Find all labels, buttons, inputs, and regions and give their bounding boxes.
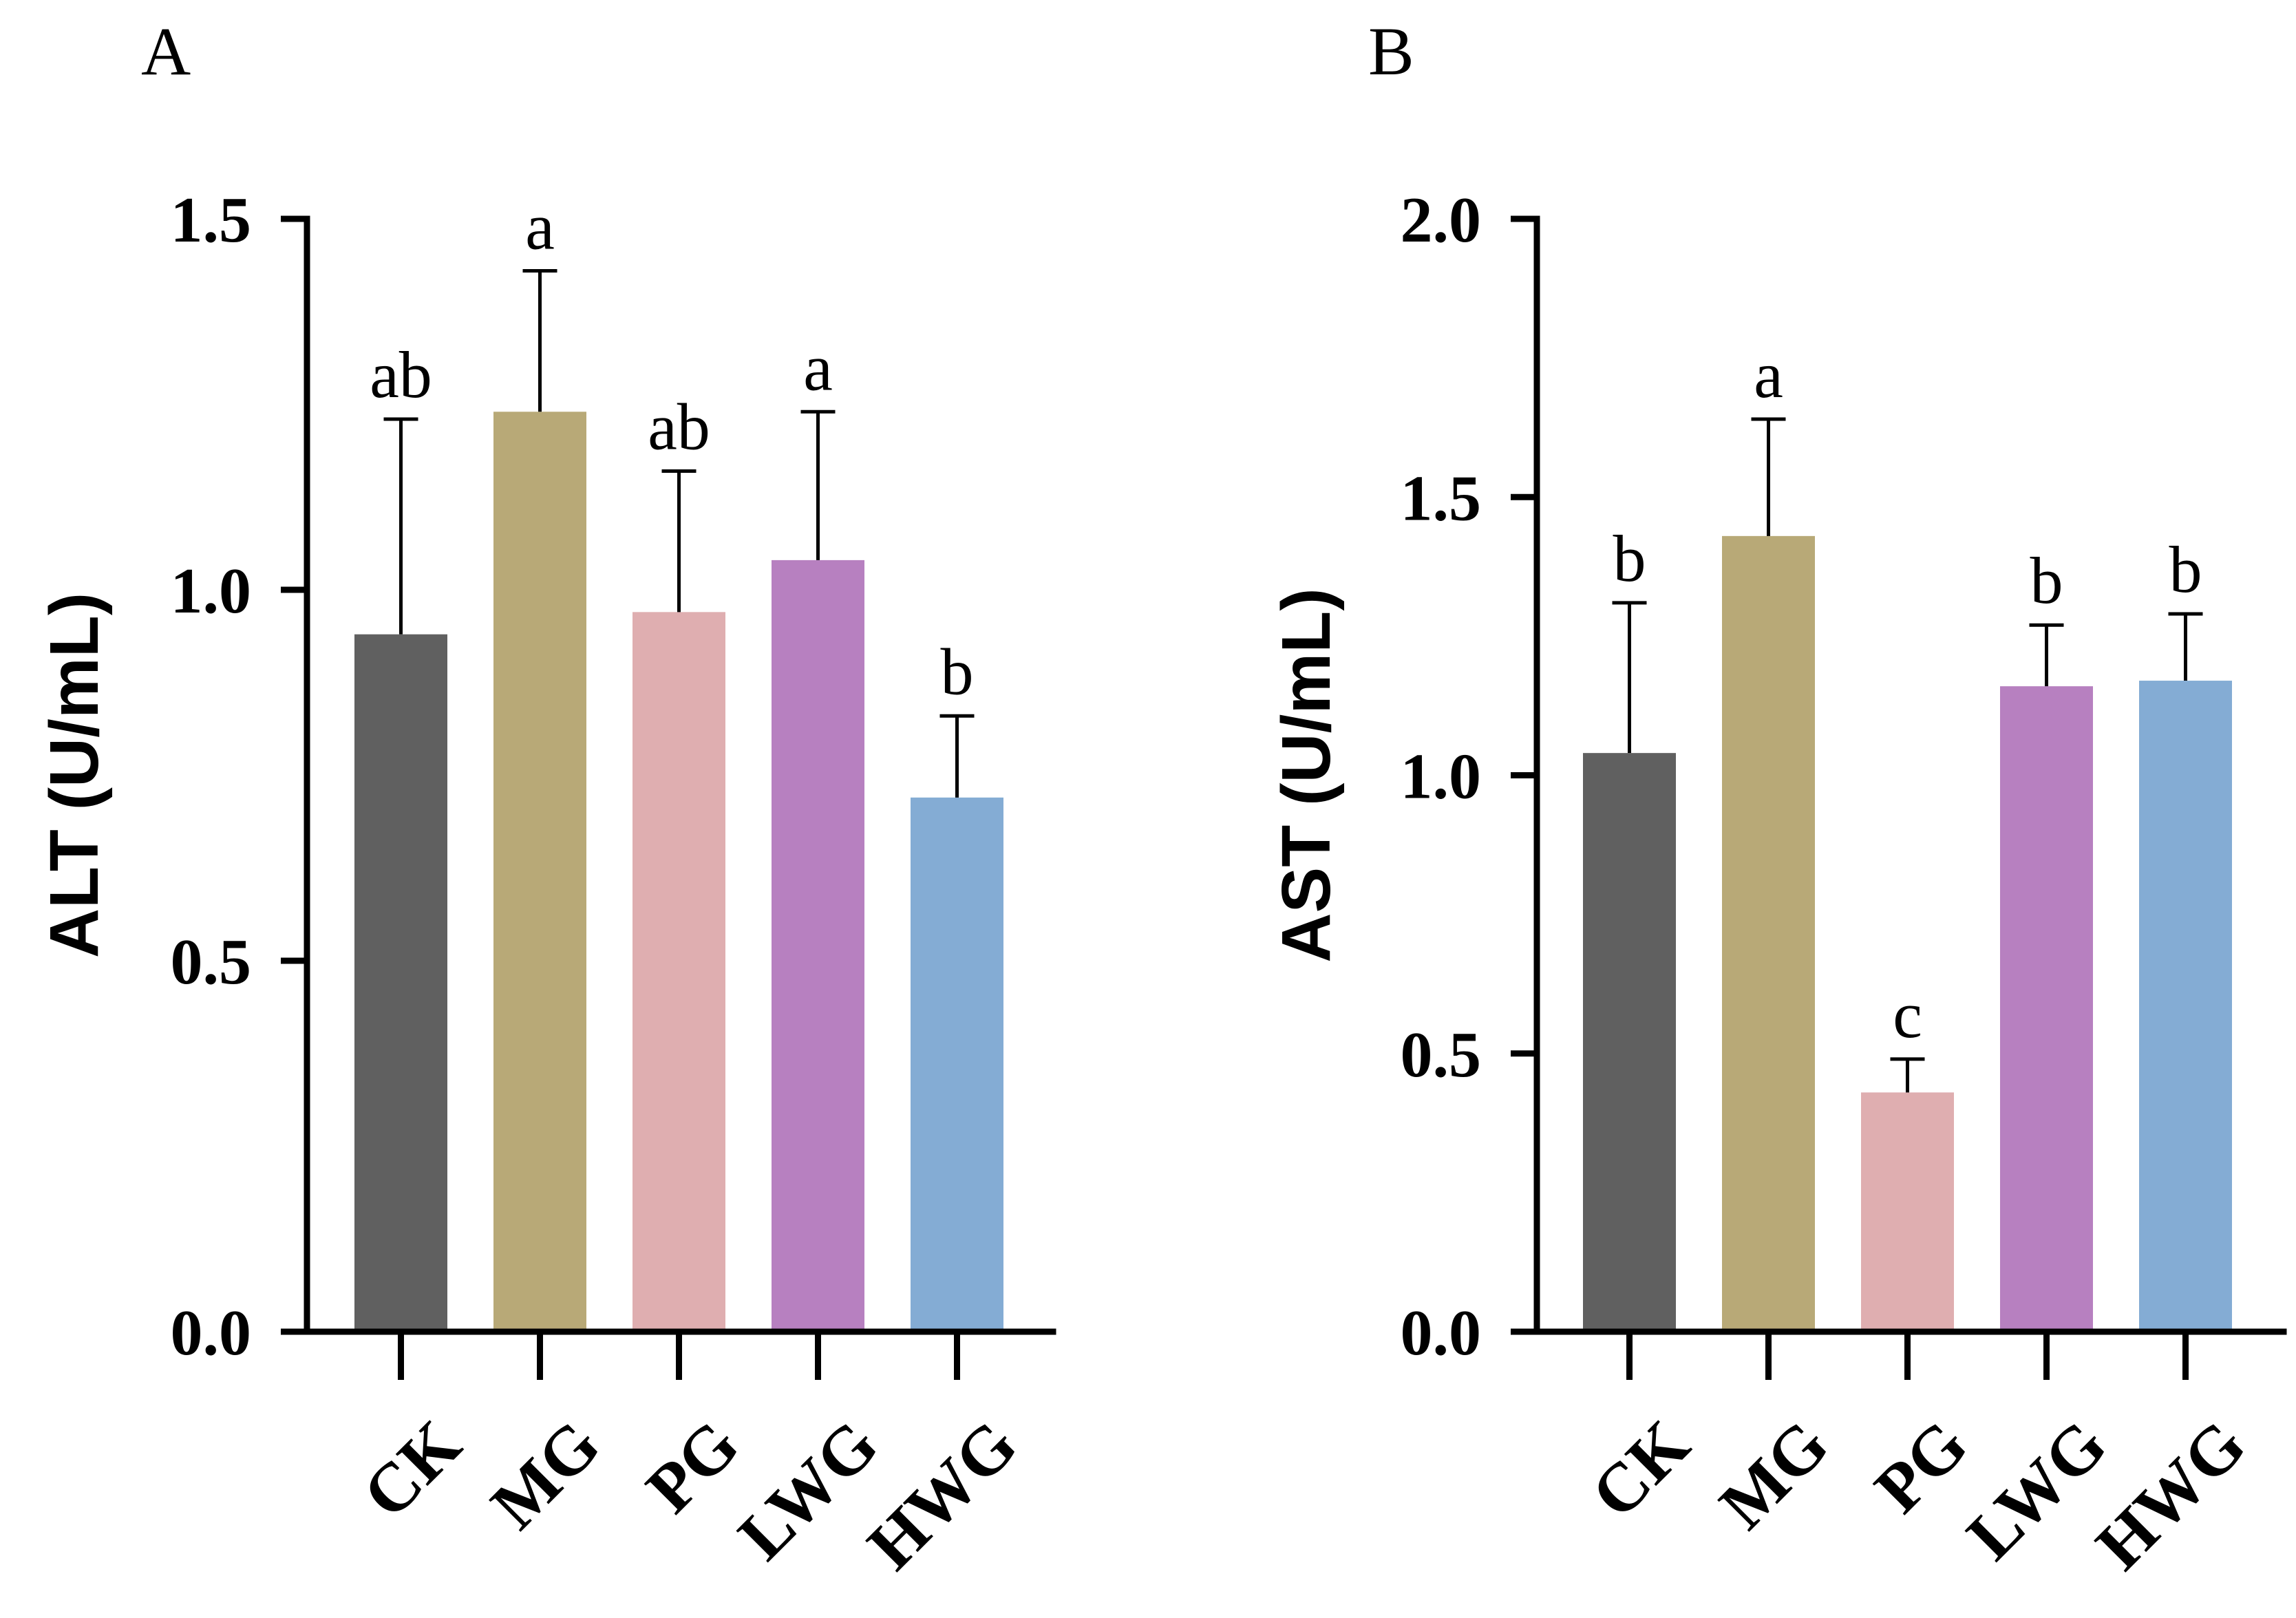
bar-lwg	[2000, 686, 2093, 1332]
x-tick-label: LWG	[1953, 1405, 2121, 1574]
significance-label: a	[1754, 338, 1783, 412]
axes	[304, 215, 1056, 1335]
bar-mg	[493, 412, 586, 1332]
significance-label: ab	[370, 338, 432, 412]
y-tick-label: 0.5	[1401, 1019, 1482, 1091]
y-tick-label: 1.0	[171, 555, 252, 627]
y-axis-title: AST (U/mL)	[1268, 588, 1345, 962]
panel-label: A	[141, 13, 191, 89]
y-tick-label: 0.0	[171, 1297, 252, 1369]
y-tick-label: 0.5	[171, 926, 252, 998]
significance-label: b	[2030, 544, 2063, 617]
y-tick-label: 1.5	[171, 184, 252, 256]
axes	[1533, 215, 2287, 1335]
bar-hwg	[2139, 681, 2232, 1332]
significance-label: b	[941, 635, 974, 708]
x-tick-label: LWG	[724, 1405, 893, 1574]
bar-mg	[1722, 535, 1815, 1332]
y-tick-label: 1.0	[1401, 741, 1482, 813]
x-tick-label: HWG	[2081, 1405, 2260, 1584]
significance-label: b	[1613, 522, 1646, 595]
significance-label: a	[803, 330, 833, 404]
x-tick-label: MG	[476, 1405, 614, 1543]
x-tick-label: HWG	[853, 1405, 1031, 1584]
bar-lwg	[772, 560, 864, 1332]
panel-label: B	[1368, 13, 1414, 89]
significance-label: b	[2169, 533, 2202, 606]
bar-pg	[633, 612, 725, 1332]
y-tick-label: 1.5	[1401, 462, 1482, 534]
bar-hwg	[911, 797, 1003, 1332]
x-tick-label: MG	[1705, 1405, 1842, 1543]
significance-label: ab	[648, 390, 710, 464]
x-tick-label: CK	[1577, 1405, 1704, 1533]
bar-ck	[1583, 753, 1676, 1332]
bar-pg	[1861, 1092, 1954, 1332]
bar-ck	[354, 634, 447, 1332]
significance-label: c	[1893, 978, 1922, 1052]
y-tick-label: 0.0	[1401, 1297, 1482, 1369]
y-tick-label: 2.0	[1401, 184, 1482, 256]
significance-label: a	[525, 189, 555, 263]
x-tick-label: CK	[348, 1405, 476, 1533]
y-axis-title: ALT (U/mL)	[36, 593, 113, 958]
